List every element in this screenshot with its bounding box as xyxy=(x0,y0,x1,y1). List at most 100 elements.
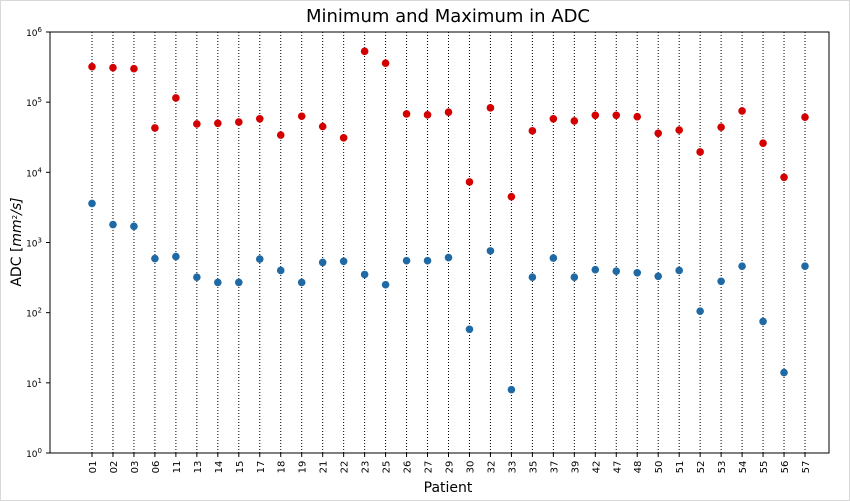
max-point xyxy=(234,118,243,126)
x-axis-label: Patient xyxy=(424,480,473,496)
max-point xyxy=(759,139,767,148)
min-point xyxy=(717,277,725,286)
y-axis-label-sup: 2 xyxy=(11,215,19,219)
x-tick-label: 23 xyxy=(361,461,372,474)
min-point xyxy=(339,257,348,266)
max-point xyxy=(402,110,411,118)
max-point xyxy=(633,112,642,121)
max-point xyxy=(318,122,327,131)
max-point xyxy=(423,111,432,119)
min-point xyxy=(507,385,516,394)
y-tick-label: 103 xyxy=(26,237,42,250)
max-point xyxy=(444,108,453,116)
x-tick-label: 42 xyxy=(591,461,602,474)
min-point xyxy=(360,270,369,279)
max-point xyxy=(696,148,704,156)
x-tick-label: 02 xyxy=(109,461,120,474)
x-tick-label: 50 xyxy=(654,461,665,474)
y-tick-label: 101 xyxy=(26,377,42,390)
max-point xyxy=(255,114,264,123)
min-point xyxy=(88,199,96,208)
max-point xyxy=(654,129,663,138)
y-axis-ticks: 100 101 102 103 104 105 106 xyxy=(26,26,50,460)
min-point xyxy=(297,278,306,287)
min-point xyxy=(633,268,642,277)
min-point xyxy=(402,256,411,265)
x-tick-label: 52 xyxy=(696,461,707,474)
min-point xyxy=(318,258,327,267)
min-point xyxy=(801,262,809,270)
max-point xyxy=(738,107,746,115)
min-point xyxy=(570,273,579,282)
plot-area xyxy=(49,31,830,454)
chart-title: Minimum and Maximum in ADC xyxy=(306,6,590,27)
series-max xyxy=(88,47,809,201)
x-tick-label: 26 xyxy=(403,461,414,474)
x-tick-label: 17 xyxy=(256,461,267,474)
max-point xyxy=(549,114,558,123)
max-point xyxy=(675,126,683,134)
x-tick-label: 22 xyxy=(340,461,351,474)
min-point xyxy=(759,317,767,326)
min-point xyxy=(591,265,600,274)
min-point xyxy=(528,273,537,282)
x-tick-label: 30 xyxy=(465,461,476,474)
max-point xyxy=(214,119,222,128)
max-point xyxy=(109,63,117,72)
min-point xyxy=(465,325,474,334)
max-point xyxy=(339,134,348,142)
x-tick-label: 32 xyxy=(486,461,497,474)
min-point xyxy=(214,278,222,287)
min-point xyxy=(276,266,285,275)
x-tick-label: 21 xyxy=(319,461,330,474)
y-tick-label: 102 xyxy=(26,307,42,320)
x-tick-label: 03 xyxy=(130,461,141,474)
max-point xyxy=(612,111,621,120)
min-point xyxy=(423,256,432,265)
max-point xyxy=(570,117,579,125)
min-point xyxy=(654,272,663,281)
min-point xyxy=(130,222,138,231)
x-tick-label: 57 xyxy=(801,461,812,474)
min-point xyxy=(109,220,117,229)
y-axis-label-math: mm xyxy=(9,219,25,246)
x-tick-label: 18 xyxy=(277,461,288,474)
x-tick-label: 01 xyxy=(88,461,99,474)
max-point xyxy=(360,47,369,56)
x-tick-label: 56 xyxy=(780,461,791,474)
x-tick-label: 54 xyxy=(738,461,749,474)
max-point xyxy=(528,127,537,135)
x-tick-label: 06 xyxy=(151,461,162,474)
max-point xyxy=(381,59,390,67)
max-point xyxy=(297,112,306,121)
min-point xyxy=(486,247,495,255)
x-tick-label: 48 xyxy=(633,461,644,474)
x-tick-label: 47 xyxy=(612,461,623,474)
max-point xyxy=(193,120,201,128)
x-tick-label: 35 xyxy=(528,461,539,474)
x-tick-label: 55 xyxy=(759,461,770,474)
max-point xyxy=(486,104,495,112)
min-point xyxy=(193,273,201,282)
x-tick-label: 39 xyxy=(570,461,581,474)
max-point xyxy=(276,131,285,139)
grid-lines xyxy=(91,32,806,453)
x-tick-label: 51 xyxy=(675,461,686,474)
x-tick-label: 13 xyxy=(193,461,204,474)
x-tick-label: 53 xyxy=(717,461,728,474)
max-point xyxy=(465,178,474,186)
min-point xyxy=(255,255,264,263)
min-point xyxy=(612,267,621,275)
x-tick-label: 29 xyxy=(445,461,456,474)
x-tick-label: 33 xyxy=(507,461,518,474)
y-axis-label: ADC [mm2/s] xyxy=(9,197,25,286)
min-point xyxy=(696,307,704,315)
y-tick-label: 105 xyxy=(26,96,42,109)
x-tick-label: 25 xyxy=(382,461,393,474)
max-point xyxy=(151,124,159,132)
x-tick-label: 11 xyxy=(172,461,183,474)
x-tick-label: 14 xyxy=(214,461,225,474)
min-point xyxy=(675,266,683,275)
